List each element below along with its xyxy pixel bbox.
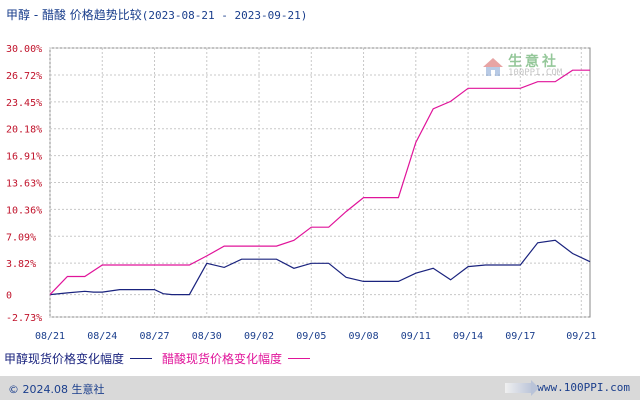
legend: 甲醇现货价格变化幅度 醋酸现货价格变化幅度 (4, 350, 320, 367)
x-tick-label: 09/17 (505, 331, 535, 342)
footer-site-url[interactable]: www.100PPI.com (537, 381, 630, 394)
legend-label-acetic-acid: 醋酸现货价格变化幅度 (162, 352, 283, 366)
y-tick-label: 10.36% (6, 205, 42, 216)
x-tick-label: 09/08 (348, 331, 378, 342)
y-tick-label: 13.63% (6, 179, 42, 190)
footer-copyright: © 2024.08 生意社 (8, 383, 105, 396)
series-line-methanol (49, 239, 591, 296)
x-tick-label: 08/24 (87, 331, 117, 342)
watermark: 生意社 100PPI.COM (482, 55, 562, 78)
y-tick-label: 23.45% (6, 98, 42, 109)
y-tick-label: 7.09% (6, 232, 36, 243)
footer-site[interactable]: www.100PPI.com (505, 379, 630, 396)
y-tick-label: 30.00% (6, 44, 42, 55)
x-tick-label: 08/27 (139, 331, 169, 342)
x-tick-label: 09/05 (296, 331, 326, 342)
series-lines (49, 69, 591, 296)
x-tick-label: 09/02 (244, 331, 274, 342)
y-tick-label: 26.72% (6, 71, 42, 82)
chart-title: 甲醇 - 醋酸 价格趋势比较(2023-08-21 - 2023-09-21) (6, 6, 307, 23)
y-tick-label: 3.82% (6, 259, 36, 270)
footer-bar: © 2024.08 生意社 www.100PPI.com (0, 376, 640, 400)
y-tick-label: 0 (6, 291, 12, 302)
legend-item-acetic-acid: 醋酸现货价格变化幅度 (162, 350, 311, 367)
y-axis-ticks: 30.00% 26.72% 23.45% 20.18% 16.91% 13.63% 10.3… (6, 44, 42, 324)
x-tick-label: 09/11 (401, 331, 431, 342)
series-line-acetic-acid (49, 69, 590, 296)
x-tick-label: 09/21 (566, 331, 596, 342)
legend-label-methanol: 甲醇现货价格变化幅度 (4, 352, 125, 366)
house-logo-icon (483, 57, 503, 76)
chart-title-range: (2023-08-21 - 2023-09-21) (141, 9, 308, 22)
x-tick-label: 09/14 (453, 331, 483, 342)
x-tick-label: 08/21 (35, 331, 65, 342)
legend-item-methanol: 甲醇现货价格变化幅度 (4, 350, 153, 367)
x-tick-label: 08/30 (192, 331, 222, 342)
chart-title-main: 甲醇 - 醋酸 价格趋势比较 (6, 8, 142, 22)
y-tick-label: 16.91% (6, 152, 42, 163)
watermark-url: 100PPI.COM (508, 68, 563, 78)
x-axis-ticks: 08/21 08/24 08/27 08/30 09/02 09/05 09/08 09/11… (35, 331, 596, 342)
y-tick-label: -2.73% (6, 313, 42, 324)
arrow-right-icon (505, 379, 540, 396)
legend-swatch-acetic-acid (288, 358, 311, 359)
y-tick-label: 20.18% (6, 125, 42, 136)
watermark-name: 生意社 (508, 54, 559, 70)
legend-swatch-methanol (130, 358, 153, 359)
